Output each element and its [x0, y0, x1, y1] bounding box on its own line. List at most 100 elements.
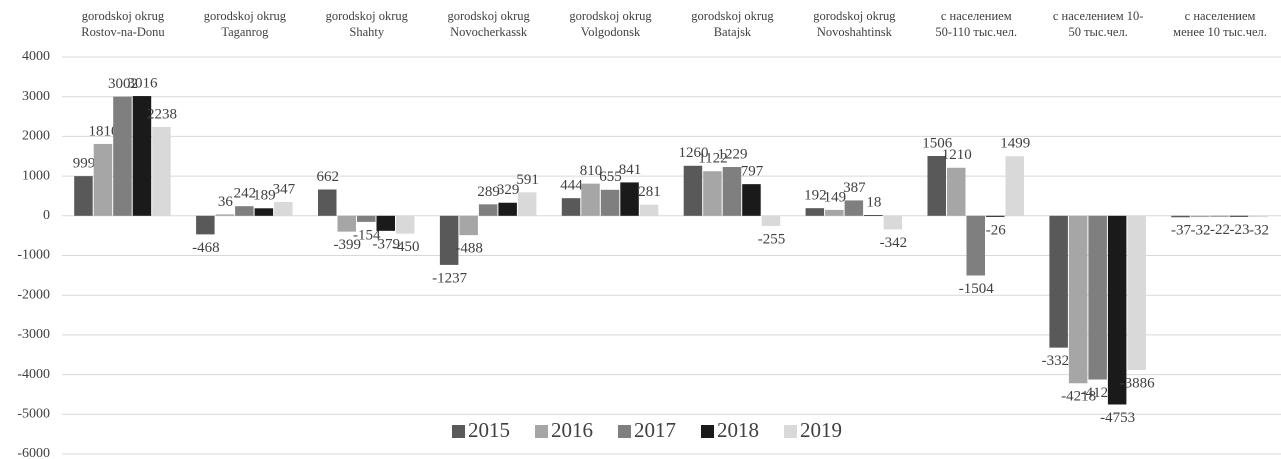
value-label: 329: [497, 182, 520, 198]
value-label: -3321: [1042, 353, 1077, 369]
bar: [927, 156, 946, 216]
bar: [600, 189, 620, 216]
bar: [883, 215, 903, 230]
y-tick-label: 3000: [22, 89, 50, 104]
x-category-label: Taganrog: [221, 25, 269, 39]
x-category-label: Novocherkassk: [450, 25, 528, 39]
value-label: 841: [619, 162, 642, 178]
value-label: -255: [758, 231, 786, 247]
value-label: -37: [1171, 223, 1191, 239]
legend-swatch: [452, 425, 465, 438]
bar: [703, 171, 722, 216]
bar: [1171, 215, 1190, 218]
bar: [844, 200, 864, 216]
x-category-label: gorodskoj okrug: [569, 9, 652, 23]
value-label: 3016: [127, 76, 158, 92]
bar: [1049, 215, 1068, 348]
x-category-label: gorodskoj okrug: [82, 9, 165, 23]
y-tick-label: -2000: [17, 287, 50, 302]
value-label: 999: [73, 156, 96, 172]
bar: [1005, 156, 1025, 216]
value-label: -1504: [959, 281, 994, 297]
x-category-label: gorodskoj okrug: [448, 9, 531, 23]
bar: [966, 215, 986, 276]
value-label: -22: [1210, 222, 1230, 238]
bar: [805, 208, 825, 216]
legend-swatch: [618, 425, 631, 438]
y-tick-label: -4000: [17, 367, 50, 382]
value-label: -399: [333, 237, 361, 253]
y-tick-label: 1000: [22, 168, 50, 183]
bar: [356, 215, 376, 222]
bar: [986, 215, 1005, 217]
bar: [761, 215, 781, 226]
bar: [946, 167, 966, 216]
value-label: 591: [516, 172, 539, 188]
value-label: 1499: [1000, 136, 1030, 152]
bar: [396, 215, 415, 234]
value-label: 1210: [942, 147, 972, 163]
bar: [274, 202, 293, 216]
y-tick-label: -1000: [17, 248, 50, 263]
bar: [376, 215, 396, 231]
value-label: 1506: [922, 135, 953, 151]
value-label: 36: [218, 194, 234, 210]
value-label: -468: [192, 240, 220, 256]
legend-swatch: [701, 425, 714, 438]
bar: [825, 209, 844, 216]
value-label: 3002: [108, 76, 138, 92]
legend-label: 2017: [634, 418, 676, 442]
x-category-label: Novoshahtinsk: [817, 25, 893, 39]
bar: [215, 214, 235, 216]
value-label: 2238: [147, 106, 177, 122]
value-label: -450: [392, 239, 420, 255]
bar: [864, 215, 883, 216]
x-category-label: Shahty: [349, 25, 384, 39]
legend-swatch: [784, 425, 797, 438]
bar: [1088, 215, 1107, 380]
legend-label: 2016: [551, 418, 593, 442]
x-category-label: с населением: [941, 9, 1012, 23]
bar: [581, 183, 600, 216]
bar: [1127, 215, 1146, 371]
legend-label: 2019: [800, 418, 842, 442]
value-label: -342: [880, 235, 908, 251]
bar: [1210, 215, 1229, 217]
bar: [235, 206, 254, 216]
value-label: 281: [638, 184, 661, 200]
value-label: -1237: [432, 270, 467, 286]
x-category-label: Volgodonsk: [581, 25, 641, 39]
bar: [196, 215, 215, 235]
y-tick-label: -5000: [17, 407, 50, 422]
value-label: -26: [986, 222, 1006, 238]
x-category-label: 50-110 тыс.чел.: [935, 25, 1017, 39]
value-label: 387: [843, 180, 866, 196]
legend-swatch: [535, 425, 548, 438]
value-label: 1229: [717, 146, 747, 162]
y-tick-label: 4000: [22, 49, 50, 64]
x-category-label: с населением 10-: [1053, 9, 1144, 23]
value-label: 655: [599, 169, 622, 185]
y-tick-label: 0: [43, 208, 50, 223]
bar: [1249, 215, 1268, 218]
bar: [74, 176, 93, 216]
x-category-label: gorodskoj okrug: [813, 9, 896, 23]
value-label: 242: [234, 186, 257, 202]
value-label: 797: [741, 164, 764, 180]
x-category-label: менее 10 тыс.чел.: [1173, 25, 1267, 39]
value-label: 810: [580, 163, 603, 179]
value-label: -32: [1191, 223, 1211, 239]
y-tick-label: -6000: [17, 446, 50, 459]
value-label: 18: [866, 195, 881, 211]
value-label: 192: [804, 188, 827, 204]
bar: [113, 96, 132, 216]
value-label: 662: [316, 169, 339, 185]
x-category-label: с населением: [1185, 9, 1256, 23]
value-label: 149: [824, 189, 847, 205]
bar: [93, 143, 113, 216]
value-label: -3886: [1120, 376, 1155, 392]
bar: [1229, 215, 1249, 217]
x-category-label: Batajsk: [714, 25, 752, 39]
x-category-label: gorodskoj okrug: [204, 9, 287, 23]
